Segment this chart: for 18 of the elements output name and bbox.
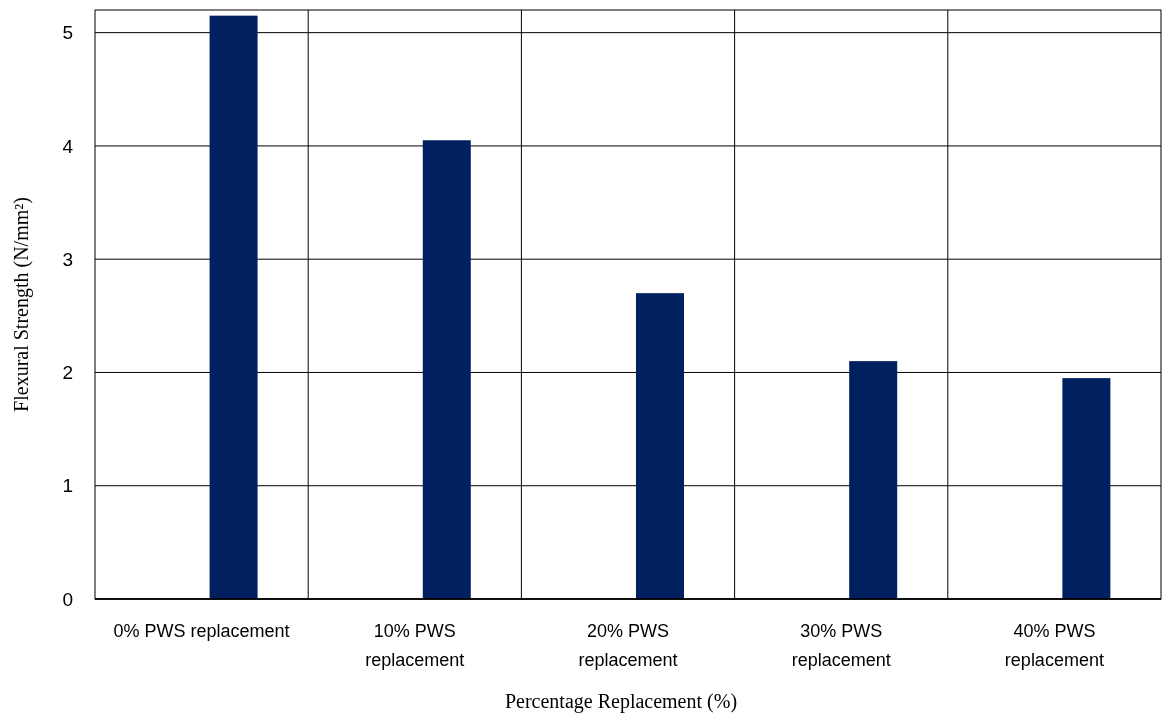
x-tick-label: 10% PWS replacement — [365, 621, 465, 670]
bar — [635, 293, 684, 599]
x-axis-title: Percentage Replacement (%) — [504, 690, 738, 713]
bar — [1062, 378, 1111, 599]
y-tick-label: 1 — [62, 475, 73, 497]
x-tick-label: 30% PWS replacement — [791, 621, 891, 670]
bar — [849, 361, 898, 599]
y-tick-label: 0 — [62, 588, 73, 610]
x-tick-label: 20% PWS replacement — [578, 621, 678, 670]
y-tick-label: 2 — [62, 362, 73, 384]
bar — [209, 15, 258, 599]
x-tick-label: 40% PWS replacement — [1004, 621, 1104, 670]
y-tick-label: 4 — [62, 135, 74, 157]
y-tick-label: 5 — [62, 22, 73, 44]
y-tick-label: 3 — [62, 248, 73, 270]
bar — [422, 140, 471, 599]
y-axis-title: Flexural Strength (N/mm²) — [10, 197, 33, 412]
x-tick-label: 0% PWS replacement — [113, 621, 290, 641]
